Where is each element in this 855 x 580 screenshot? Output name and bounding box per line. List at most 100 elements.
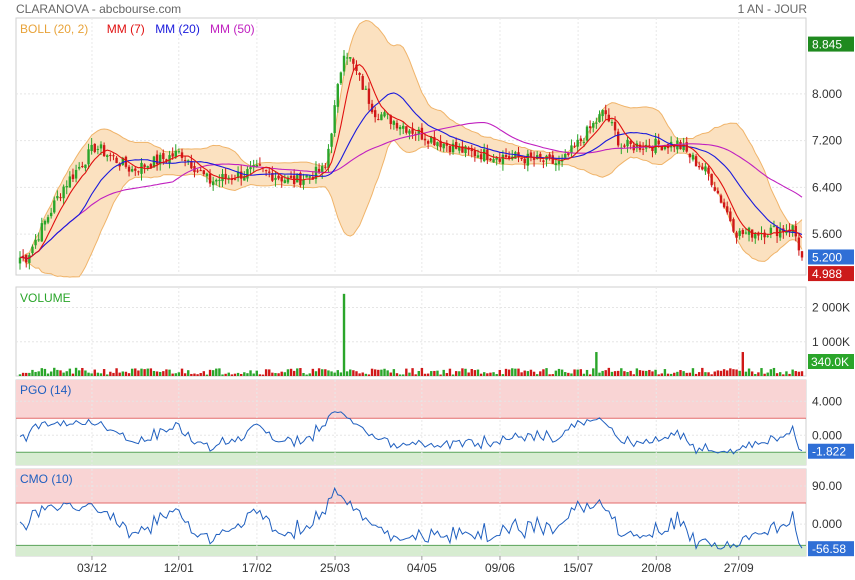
volume-bar <box>180 368 184 376</box>
candle <box>358 73 361 75</box>
volume-bar <box>143 369 146 376</box>
candle <box>383 112 386 117</box>
volume-bar <box>283 372 287 376</box>
candle <box>37 239 40 241</box>
candle <box>40 223 44 242</box>
candle <box>286 177 290 183</box>
candle <box>224 173 227 179</box>
volume-bar <box>651 371 654 376</box>
volume-bar <box>299 368 302 376</box>
volume-bar <box>635 368 639 376</box>
volume-bar <box>529 369 533 376</box>
y-tick-label: 8.000 <box>812 87 842 101</box>
volume-bar <box>165 369 168 376</box>
candle <box>367 88 371 104</box>
candle <box>183 160 187 162</box>
candle <box>514 152 517 159</box>
candle <box>99 144 103 149</box>
volume-bar <box>423 373 427 376</box>
x-tick-label: 27/09 <box>724 561 754 575</box>
period-label[interactable]: 1 AN - JOUR <box>737 2 807 16</box>
candle <box>361 76 364 90</box>
osc-label-box <box>808 443 854 459</box>
candle <box>389 115 392 125</box>
volume-bar <box>610 371 614 376</box>
candle <box>308 176 311 178</box>
volume-bar <box>370 368 374 376</box>
volume-bar <box>719 370 723 376</box>
volume-bar <box>588 374 592 376</box>
candle <box>588 126 592 129</box>
volume-bar <box>545 368 548 376</box>
candle <box>180 152 184 158</box>
candle <box>504 155 508 158</box>
volume-bar <box>476 369 480 376</box>
volume-bar <box>327 370 330 376</box>
volume-bar <box>539 371 542 376</box>
candle <box>507 156 511 159</box>
volume-bar <box>632 374 635 376</box>
volume-bar <box>573 369 576 376</box>
volume-bar <box>358 373 361 376</box>
candle <box>268 171 271 173</box>
candle <box>660 146 664 151</box>
lower-zone <box>16 545 806 556</box>
candle <box>199 170 202 172</box>
volume-bar <box>333 372 336 376</box>
candle <box>71 174 75 180</box>
candle <box>296 174 299 183</box>
volume-bar <box>65 371 68 376</box>
candle <box>28 255 31 263</box>
candle <box>454 141 458 149</box>
candle <box>663 145 667 150</box>
candle <box>657 140 660 145</box>
volume-bar <box>317 368 321 376</box>
volume-bar <box>383 368 386 376</box>
volume-bar <box>215 368 218 376</box>
candle <box>701 166 704 170</box>
candle <box>249 167 252 170</box>
volume-bar <box>255 370 258 376</box>
volume-bar <box>716 370 720 376</box>
candle <box>280 176 283 182</box>
x-tick-label: 04/05 <box>407 561 437 575</box>
volume-bar <box>542 369 545 376</box>
pgo-line <box>19 411 803 455</box>
volume-bar <box>458 371 461 376</box>
candle <box>43 220 47 225</box>
upper-zone <box>16 380 806 419</box>
volume-bar <box>426 373 430 376</box>
candle <box>616 131 620 146</box>
candle <box>411 129 414 134</box>
y-tick-label: 2 000K <box>812 301 850 315</box>
candle <box>330 133 333 147</box>
volume-bar <box>592 368 595 376</box>
volume-bar <box>109 371 112 376</box>
candle <box>713 187 716 191</box>
volume-bar <box>134 368 137 376</box>
candle <box>299 172 302 186</box>
candle <box>233 178 237 180</box>
price-label: 8.845 <box>812 38 842 52</box>
candle <box>417 129 420 135</box>
volume-bar <box>613 371 617 376</box>
volume-bar <box>243 372 246 376</box>
candle <box>707 167 710 174</box>
volume-bar <box>130 368 134 376</box>
volume-bar <box>445 373 449 376</box>
volume-bar <box>49 371 53 376</box>
volume-bar <box>775 373 779 376</box>
x-tick-label: 25/03 <box>320 561 350 575</box>
volume-bar <box>495 374 498 376</box>
y-tick-label: 4.000 <box>812 394 842 408</box>
volume-bar <box>638 370 642 376</box>
y-tick-label: 5.600 <box>812 227 842 241</box>
upper-zone <box>16 469 806 503</box>
candle <box>305 175 308 178</box>
candle <box>56 196 59 199</box>
volume-bar <box>230 374 234 376</box>
volume-bar <box>620 368 623 376</box>
candle <box>302 179 305 185</box>
volume-bar <box>373 369 377 376</box>
